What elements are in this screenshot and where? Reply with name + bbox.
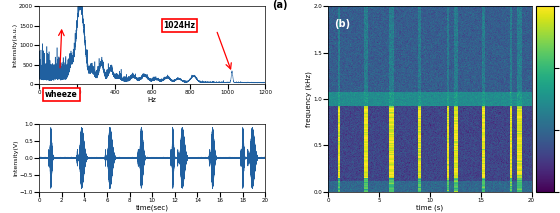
- X-axis label: time (s): time (s): [417, 204, 444, 211]
- Text: 1024Hz: 1024Hz: [164, 21, 195, 30]
- Y-axis label: Intensity(V): Intensity(V): [13, 140, 18, 176]
- Text: (a): (a): [272, 0, 287, 10]
- X-axis label: time(sec): time(sec): [136, 204, 169, 211]
- Y-axis label: Intensity(a.u.): Intensity(a.u.): [12, 23, 17, 67]
- Text: (b): (b): [334, 19, 351, 29]
- Text: wheeze: wheeze: [45, 90, 78, 99]
- Y-axis label: frequency (kHz): frequency (kHz): [306, 71, 312, 127]
- X-axis label: Hz: Hz: [148, 97, 157, 103]
